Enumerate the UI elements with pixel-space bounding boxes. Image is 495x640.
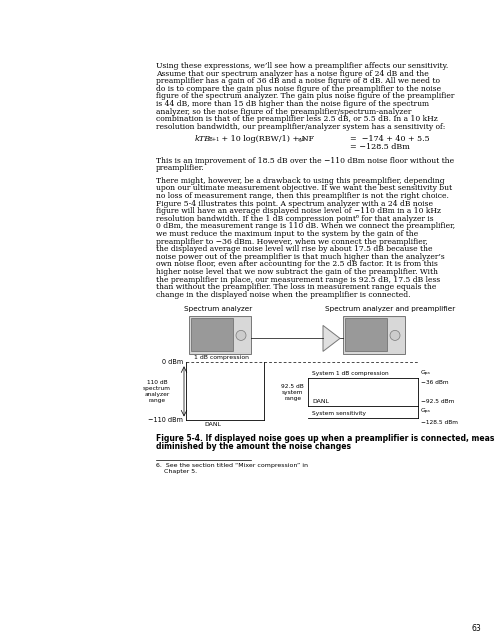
Text: System 1 dB compression: System 1 dB compression (312, 371, 389, 376)
Circle shape (390, 330, 400, 340)
Text: no loss of measurement range, then this preamplifier is not the right choice.: no loss of measurement range, then this … (156, 192, 449, 200)
Bar (345, 318, 387, 351)
Text: 63: 63 (471, 624, 481, 633)
Text: −36 dBm: −36 dBm (421, 380, 448, 385)
Text: combination is that of the preamplifier less 2.5 dB, or 5.5 dB. In a 10 kHz: combination is that of the preamplifier … (156, 115, 438, 123)
Text: Spectrum analyzer and preamplifier: Spectrum analyzer and preamplifier (325, 307, 455, 312)
Text: analyzer, so the noise figure of the preamplifier/spectrum-analyzer: analyzer, so the noise figure of the pre… (156, 108, 411, 116)
Bar (189, 316, 251, 355)
Text: preamplifier.: preamplifier. (156, 164, 205, 172)
Polygon shape (323, 325, 340, 351)
Text: we must reduce the maximum input to the system by the gain of the: we must reduce the maximum input to the … (156, 230, 418, 238)
Text: −110 dBm: −110 dBm (148, 417, 183, 424)
Text: B+1: B+1 (208, 138, 220, 142)
Text: Gₚₐ: Gₚₐ (421, 408, 431, 413)
Text: 1 dB compression: 1 dB compression (194, 355, 249, 360)
Text: Figure 5-4 illustrates this point. A spectrum analyzer with a 24 dB noise: Figure 5-4 illustrates this point. A spe… (156, 200, 433, 207)
Text: 92.5 dB
system
range: 92.5 dB system range (281, 384, 304, 401)
Text: 110 dB
spectrum
analyzer
range: 110 dB spectrum analyzer range (143, 380, 171, 403)
Text: Using these expressions, we’ll see how a preamplifier affects our sensitivity.: Using these expressions, we’ll see how a… (156, 62, 448, 70)
Circle shape (236, 330, 246, 340)
Text: 6.  See the section titled “Mixer compression” in: 6. See the section titled “Mixer compres… (156, 463, 308, 468)
Text: Chapter 5.: Chapter 5. (156, 468, 197, 474)
Text: diminished by the amount the noise changes: diminished by the amount the noise chang… (156, 442, 351, 451)
Text: preamplifier to −36 dBm. However, when we connect the preamplifier,: preamplifier to −36 dBm. However, when w… (156, 237, 428, 246)
Text: do is to compare the gain plus noise figure of the preamplifier to the noise: do is to compare the gain plus noise fig… (156, 84, 441, 93)
Text: change in the displayed noise when the preamplifier is connected.: change in the displayed noise when the p… (156, 291, 410, 299)
Text: −128.5 dBm: −128.5 dBm (421, 420, 458, 426)
Text: higher noise level that we now subtract the gain of the preamplifier. With: higher noise level that we now subtract … (156, 268, 438, 276)
Text: DANL: DANL (312, 399, 329, 404)
Text: =  −174 + 40 + 5.5: = −174 + 40 + 5.5 (350, 136, 430, 143)
Text: preamplifier has a gain of 36 dB and a noise figure of 8 dB. All we need to: preamplifier has a gain of 36 dB and a n… (156, 77, 440, 85)
Text: Figure 5-4. If displayed noise goes up when a preamplifier is connected, measure: Figure 5-4. If displayed noise goes up w… (156, 435, 495, 444)
Text: Assume that our spectrum analyzer has a noise figure of 24 dB and the: Assume that our spectrum analyzer has a … (156, 70, 429, 77)
Text: Spectrum analyzer: Spectrum analyzer (184, 307, 252, 312)
Text: resolution bandwidth, our preamplifier/analyzer system has a sensitivity of:: resolution bandwidth, our preamplifier/a… (156, 123, 446, 131)
Text: figure will have an average displayed noise level of −110 dBm in a 10 kHz: figure will have an average displayed no… (156, 207, 441, 215)
Text: own noise floor, even after accounting for the 2.5 dB factor. It is from this: own noise floor, even after accounting f… (156, 260, 438, 268)
Text: 0 dBm, the measurement range is 110 dB. When we connect the preamplifier,: 0 dBm, the measurement range is 110 dB. … (156, 222, 455, 230)
Text: than without the preamplifier. The loss in measurement range equals the: than without the preamplifier. The loss … (156, 283, 437, 291)
Text: −92.5 dBm: −92.5 dBm (421, 399, 454, 404)
Text: the displayed average noise level will rise by about 17.5 dB because the: the displayed average noise level will r… (156, 245, 433, 253)
Text: sys: sys (298, 138, 306, 142)
Text: There might, however, be a drawback to using this preamplifier, depending: There might, however, be a drawback to u… (156, 177, 445, 185)
Text: + 10 log(RBW/1) + NF: + 10 log(RBW/1) + NF (219, 136, 314, 143)
Text: upon our ultimate measurement objective. If we want the best sensitivity but: upon our ultimate measurement objective.… (156, 184, 452, 193)
Text: 0 dBm: 0 dBm (162, 360, 183, 365)
Text: resolution bandwidth. If the 1 dB compression point⁶ for that analyzer is: resolution bandwidth. If the 1 dB compre… (156, 215, 434, 223)
Text: figure of the spectrum analyzer. The gain plus noise figure of the preamplifier: figure of the spectrum analyzer. The gai… (156, 92, 454, 100)
Text: is 44 dB, more than 15 dB higher than the noise figure of the spectrum: is 44 dB, more than 15 dB higher than th… (156, 100, 429, 108)
Text: noise power out of the preamplifier is that much higher than the analyzer’s: noise power out of the preamplifier is t… (156, 253, 445, 260)
Text: Gₚₐ: Gₚₐ (421, 371, 431, 376)
Text: = −128.5 dBm: = −128.5 dBm (350, 143, 410, 151)
Text: the preamplifier in place, our measurement range is 92.5 dB, 17.5 dB less: the preamplifier in place, our measureme… (156, 276, 440, 284)
Text: DANL: DANL (204, 422, 221, 428)
Bar (343, 316, 405, 355)
Text: This is an improvement of 18.5 dB over the −110 dBm noise floor without the: This is an improvement of 18.5 dB over t… (156, 157, 454, 164)
Text: kTB: kTB (195, 136, 211, 143)
Text: System sensitivity: System sensitivity (312, 412, 366, 417)
Bar (191, 318, 233, 351)
